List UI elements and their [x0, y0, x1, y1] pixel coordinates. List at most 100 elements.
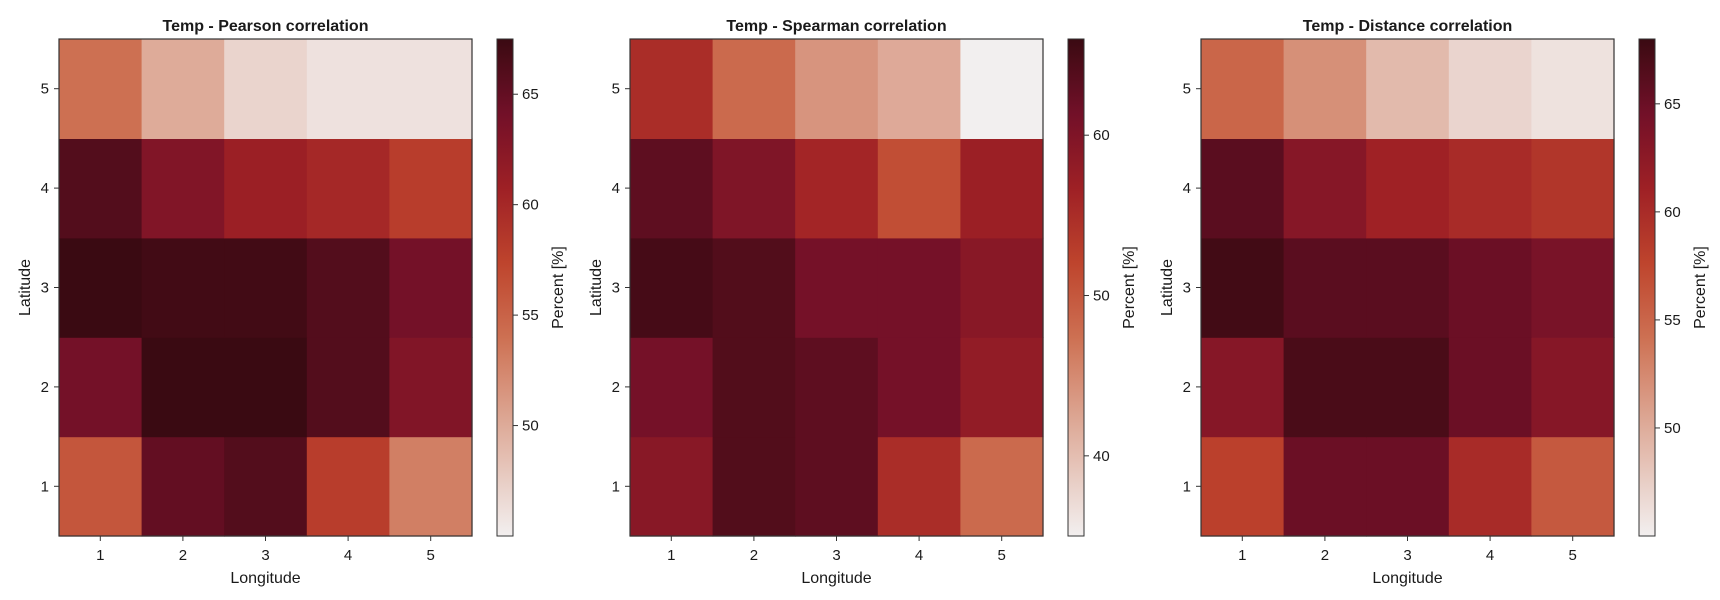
heatmap-cell	[1283, 138, 1367, 239]
x-tick-label: 4	[915, 547, 923, 564]
y-tick-label: 1	[1183, 478, 1191, 495]
x-tick-label: 5	[998, 547, 1006, 564]
panel-2: 1 2 3 4 5 1 2 3 4 5 Temp - Spearman correlation Lon…	[588, 18, 1138, 587]
colorbar-tick-label: 50	[1093, 288, 1110, 305]
y-tick-label: 4	[1183, 180, 1191, 197]
colorbar-tick-label: 60	[522, 197, 539, 214]
colorbar-tick-label: 60	[1664, 204, 1681, 221]
heatmap-cell	[141, 436, 225, 537]
x-tick-label: 3	[832, 547, 840, 564]
y-tick-label: 4	[612, 180, 620, 197]
y-tick-label: 3	[612, 280, 620, 297]
heatmap-cell	[877, 436, 961, 537]
heatmap-cell	[960, 138, 1044, 239]
heatmap-cell	[389, 436, 473, 537]
y-tick-label: 3	[1183, 280, 1191, 297]
heatmap-cell	[1366, 337, 1450, 438]
y-tick-label: 5	[1183, 81, 1191, 98]
heatmap-cell	[1366, 436, 1450, 537]
heatmap-cell	[712, 39, 796, 139]
x-tick-label: 4	[1486, 547, 1494, 564]
heatmap-cell	[389, 138, 473, 239]
chart-title: Temp - Spearman correlation	[726, 18, 946, 35]
colorbar-tick-label: 40	[1093, 448, 1110, 465]
x-tick-label: 5	[427, 547, 435, 564]
heatmap-cell	[630, 337, 714, 438]
heatmap-cell	[1366, 138, 1450, 239]
heatmap-cell	[630, 39, 714, 139]
heatmap-cell	[960, 39, 1044, 139]
heatmap-cell	[712, 337, 796, 438]
colorbar-tick-label: 50	[1664, 420, 1681, 437]
heatmap-cell	[141, 337, 225, 438]
heatmap-cell	[1366, 237, 1450, 338]
x-tick-label: 1	[96, 547, 104, 564]
heatmap-cell	[1201, 436, 1285, 537]
panel-3: 1 2 3 4 5 1 2 3 4 5 Temp - Distance correlation Lon…	[1159, 18, 1709, 587]
heatmap-cell	[795, 138, 879, 239]
colorbar-tick-label: 65	[1664, 96, 1681, 113]
heatmap-cell	[1448, 337, 1532, 438]
x-tick-label: 2	[1321, 547, 1329, 564]
heatmap-cell	[1283, 436, 1367, 537]
heatmap-cell	[1283, 337, 1367, 438]
heatmap-cell	[306, 39, 390, 139]
heatmap-cell	[306, 138, 390, 239]
y-tick-label: 4	[41, 180, 49, 197]
x-tick-label: 1	[667, 547, 675, 564]
heatmap-cell	[389, 237, 473, 338]
heatmap-cell	[389, 337, 473, 438]
colorbar-tick-label: 50	[522, 418, 539, 435]
x-tick-label: 4	[344, 547, 352, 564]
heatmap-cell	[795, 436, 879, 537]
x-tick-label: 3	[1403, 547, 1411, 564]
panel-1: 1 2 3 4 5 1 2 3 4 5 Temp - Pearson correlation Long…	[17, 18, 567, 587]
heatmap-cell	[1448, 39, 1532, 139]
heatmap-cell	[306, 237, 390, 338]
x-axis-label: Longitude	[1372, 570, 1442, 587]
heatmap-cell	[59, 39, 143, 139]
y-tick-label: 1	[41, 478, 49, 495]
chart-title: Temp - Distance correlation	[1303, 18, 1513, 35]
colorbar	[496, 38, 514, 537]
y-tick-label: 2	[1183, 379, 1191, 396]
heatmap-cell	[1366, 39, 1450, 139]
heatmap-cell	[1201, 237, 1285, 338]
heatmap-cell	[1531, 436, 1615, 537]
heatmap-cell	[224, 237, 308, 338]
heatmap-cell	[1201, 337, 1285, 438]
heatmap-cell	[1448, 237, 1532, 338]
x-tick-label: 2	[179, 547, 187, 564]
heatmap-cell	[712, 138, 796, 239]
heatmap-cell	[59, 337, 143, 438]
heatmap-cell	[224, 138, 308, 239]
heatmap-cell	[630, 436, 714, 537]
heatmap-cell	[1531, 237, 1615, 338]
heatmap-cell	[960, 337, 1044, 438]
heatmap-cell	[1531, 39, 1615, 139]
colorbar-tick-label: 65	[522, 86, 539, 103]
x-axis-label: Longitude	[230, 570, 300, 587]
heatmap-cell	[224, 436, 308, 537]
heatmap-cell	[960, 237, 1044, 338]
heatmap-cell	[1531, 138, 1615, 239]
y-axis-label: Latitude	[1159, 259, 1176, 316]
colorbar-label: Percent [%]	[1692, 246, 1709, 329]
chart-title: Temp - Pearson correlation	[163, 18, 369, 35]
y-tick-label: 3	[41, 280, 49, 297]
heatmap-cell	[877, 237, 961, 338]
heatmap-cell	[877, 138, 961, 239]
colorbar	[1067, 38, 1085, 537]
heatmap-cell	[1201, 138, 1285, 239]
heatmap-cell	[141, 237, 225, 338]
heatmap-cell	[1283, 39, 1367, 139]
heatmap-cell	[795, 39, 879, 139]
x-tick-label: 3	[261, 547, 269, 564]
colorbar-tick-label: 55	[1664, 312, 1681, 329]
colorbar	[1638, 38, 1656, 537]
heatmap-cell	[59, 237, 143, 338]
heatmap-cell	[712, 237, 796, 338]
heatmap-cell	[877, 39, 961, 139]
heatmap-cell	[306, 436, 390, 537]
heatmap-cell	[630, 237, 714, 338]
